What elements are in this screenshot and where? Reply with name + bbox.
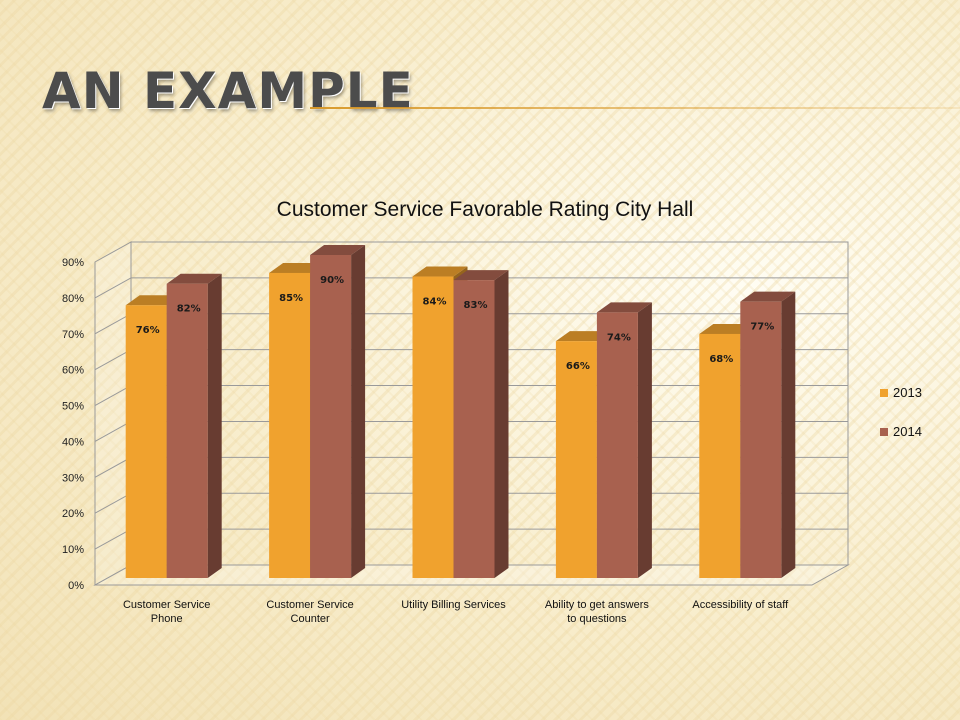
gridline-side [94,492,132,514]
y-tick-label: 80% [62,293,84,305]
bar-2014 [166,283,208,578]
data-label: 84% [423,297,447,308]
x-category-label: Phone [151,613,183,625]
chart-title: Customer Service Favorable Rating City H… [277,198,694,221]
legend-label: 2014 [893,424,922,439]
bar-side-2014 [781,291,796,578]
bar-top-2014 [166,273,222,284]
y-tick-label: 0% [68,580,84,592]
bar-2013 [699,333,741,578]
data-label: 83% [464,300,488,311]
bar-2013 [555,341,597,578]
data-label: 74% [607,332,631,343]
data-label: 85% [279,293,303,304]
bar-2014 [596,312,638,578]
x-category-label: to questions [567,613,627,625]
y-tick-label: 20% [62,508,84,520]
bar-top-2014 [453,270,509,281]
y-tick-label: 30% [62,472,84,484]
data-label: 77% [750,322,774,333]
gridline-side [94,421,132,442]
x-category-label: Accessibility of staff [692,599,789,611]
bar-2013 [269,272,311,578]
x-category-label: Ability to get answers [545,599,649,611]
title-rule [310,107,960,109]
bar-top-2014 [310,245,366,255]
y-tick-label: 60% [62,365,84,377]
side-wall [94,241,132,586]
slide-title: AN EXAMPLE [42,62,414,120]
y-tick-label: 70% [62,329,84,341]
legend-label: 2013 [893,385,922,400]
y-tick-label: 40% [62,436,84,448]
gridline-side [94,528,132,550]
data-label: 66% [566,361,590,372]
x-category-label: Utility Billing Services [401,599,506,611]
bar-side-2014 [207,273,222,578]
data-label: 76% [136,325,160,336]
y-tick-label: 50% [62,401,84,413]
data-label: 68% [709,354,733,365]
bar-top-2014 [740,291,796,302]
gridline-side [94,385,132,406]
data-label: 90% [320,275,344,286]
bar-2013 [125,305,167,578]
bar-side-2014 [494,270,509,578]
y-tick-label: 90% [62,257,84,269]
gridline-side [94,313,132,335]
bar-2013 [412,276,454,578]
gridline-side [94,349,132,371]
bar-2014 [310,255,352,578]
legend-swatch [880,428,888,436]
x-category-label: Customer Service [266,599,353,611]
bar-side-2014 [637,302,652,578]
x-category-label: Customer Service [123,599,210,611]
bar-top-2013 [412,266,468,277]
data-label: 82% [177,304,201,315]
bar-top-2014 [596,302,652,313]
bar-2014 [740,301,782,578]
y-tick-label: 10% [62,544,84,556]
gridline-side [94,277,132,299]
x-category-label: Counter [291,613,330,625]
bar-side-2014 [351,245,366,578]
legend-swatch [880,389,888,397]
bar-2014 [453,280,495,578]
gridline-side [94,456,132,478]
